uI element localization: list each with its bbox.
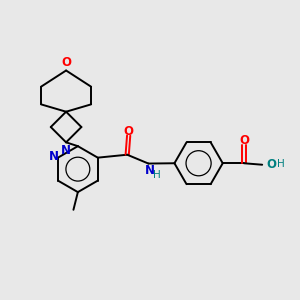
Text: H: H [153, 170, 161, 180]
Text: O: O [239, 134, 249, 147]
Text: O: O [124, 125, 134, 138]
Text: N: N [145, 164, 155, 176]
Text: N: N [61, 144, 71, 157]
Text: O: O [61, 56, 71, 69]
Text: H: H [278, 159, 285, 169]
Text: O: O [266, 158, 276, 171]
Text: N: N [49, 150, 59, 163]
